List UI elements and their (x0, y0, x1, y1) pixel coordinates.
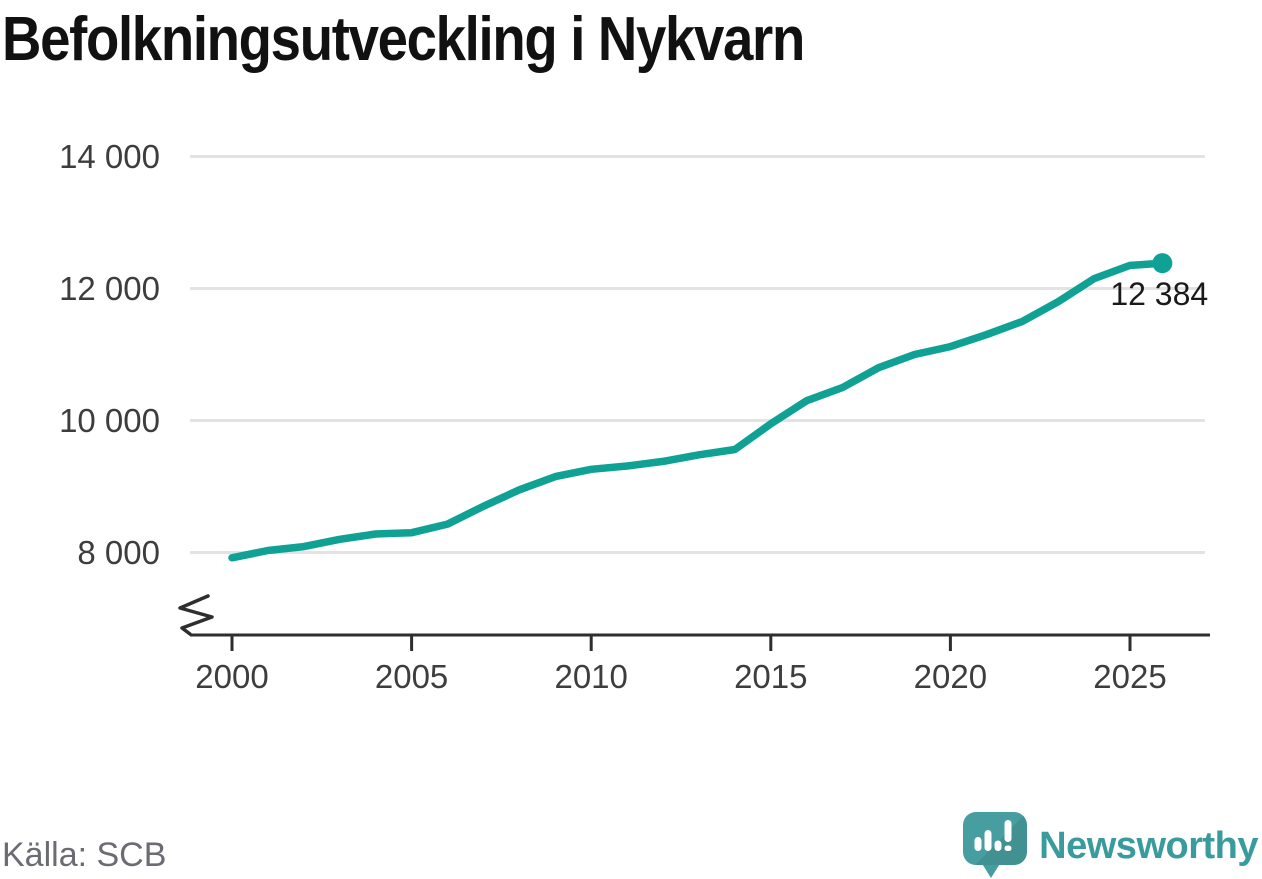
latest-point-marker (1152, 253, 1173, 274)
exclamation-bar (1004, 820, 1012, 842)
speech-bubble-tail (981, 862, 1002, 878)
axis-break-icon (178, 594, 214, 636)
exclamation-dot (1004, 845, 1012, 851)
newsworthy-logo-icon (963, 812, 1028, 878)
x-tick-label: 2005 (374, 658, 449, 695)
y-tick-label: 12 000 (59, 269, 160, 307)
bar-chart-glyph (974, 820, 1012, 851)
x-tick-label: 2015 (734, 658, 808, 695)
x-tick-label: 2025 (1093, 658, 1167, 695)
y-tick-label: 10 000 (59, 401, 160, 439)
source-note: Källa: SCB (2, 836, 167, 874)
newsworthy-logo: Newsworthy (963, 812, 1258, 879)
population-line-series (228, 259, 1167, 562)
newsworthy-logo-text: Newsworthy (1039, 824, 1258, 867)
latest-value-label: 12 384 (1110, 276, 1209, 313)
y-tick-label: 8 000 (77, 533, 160, 571)
x-tick-label: 2000 (195, 658, 269, 695)
chart-title: Befolkningsutveckling i Nykvarn (2, 5, 805, 74)
gridlines (190, 155, 1205, 554)
y-tick-label: 14 000 (59, 137, 160, 175)
x-tick-label: 2010 (554, 658, 628, 695)
x-tick-label: 2020 (913, 658, 988, 695)
logo-shade (973, 812, 1028, 865)
x-axis-ticks (230, 635, 1132, 651)
